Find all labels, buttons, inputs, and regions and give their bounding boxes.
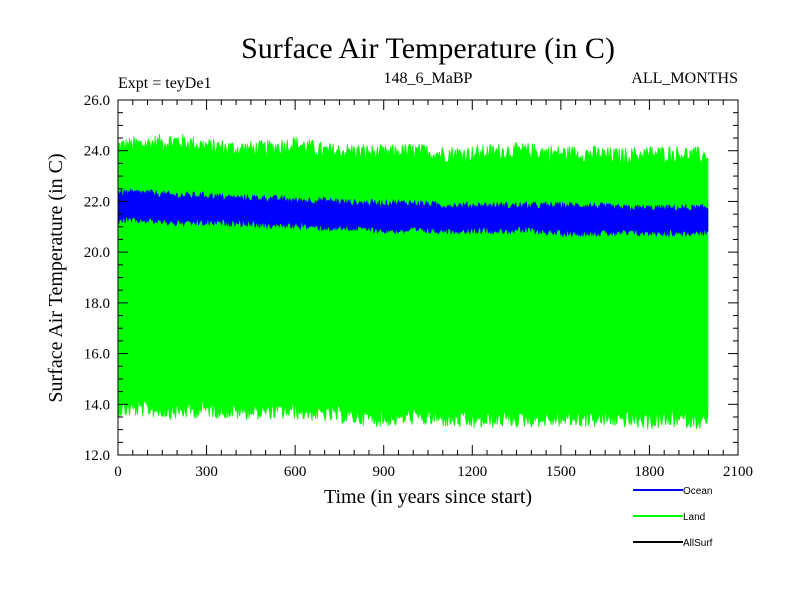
y-tick-label: 12.0 [84,448,110,464]
y-tick-label: 22.0 [84,194,110,210]
y-tick-label: 14.0 [84,397,110,413]
legend-label-land: Land [683,512,705,523]
x-tick-label: 300 [195,464,218,480]
x-tick-label: 600 [284,464,307,480]
series-band-land [117,133,709,430]
x-tick-label: 1500 [546,464,576,480]
y-axis-label: Surface Air Temperature (in C) [45,153,67,402]
x-tick-label: 1800 [634,464,664,480]
x-tick-label: 1200 [457,464,487,480]
experiment-label: Expt = teyDe1 [118,75,211,92]
y-tick-label: 20.0 [84,245,110,261]
y-tick-label: 26.0 [84,93,110,109]
legend-label-ocean: Ocean [683,486,712,497]
y-axis: 12.0 14.0 16.0 18.0 20.0 22.0 24.0 26.0 [84,93,738,464]
chart-title: Surface Air Temperature (in C) [241,32,615,65]
series-layer [117,133,709,430]
plot-area: 0 300 600 900 1200 1500 1800 2100 12.014.016.01… [84,93,753,480]
x-axis-label: Time (in years since start) [324,486,532,508]
x-tick-label: 0 [114,464,122,480]
series-band-ocean [117,188,709,238]
y-tick-label: 24.0 [84,144,110,160]
x-tick-label: 900 [372,464,395,480]
legend: Ocean Land AllSurf [633,486,713,549]
x-tick-label: 2100 [723,464,753,480]
period-label: 148_6_MaBP [384,70,473,87]
y-tick-label: 16.0 [84,347,110,363]
x-axis: 0 300 600 900 1200 1500 1800 2100 [114,100,753,480]
months-label: ALL_MONTHS [631,70,738,87]
legend-label-allsurf: AllSurf [683,538,713,549]
y-tick-label: 18.0 [84,296,110,312]
